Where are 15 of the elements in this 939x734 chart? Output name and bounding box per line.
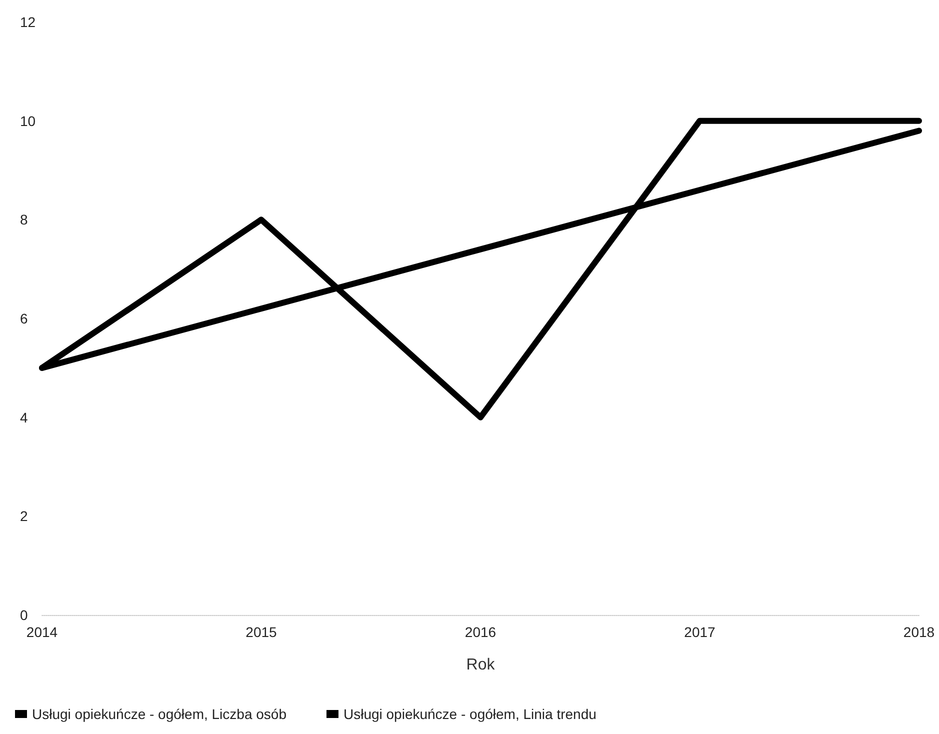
x-tick-label: 2014	[26, 624, 58, 640]
x-tick-label: 2015	[246, 624, 278, 640]
y-tick-label: 6	[20, 310, 28, 326]
x-tick-label: 2018	[903, 624, 935, 640]
y-tick-label: 2	[20, 508, 28, 524]
y-tick-label: 10	[20, 112, 36, 129]
x-tick-label: 2016	[464, 624, 496, 640]
x-tick-label: 2017	[684, 624, 716, 640]
x-axis-title: Rok	[466, 656, 496, 674]
y-tick-label: 8	[20, 212, 28, 228]
y-tick-label: 12	[20, 14, 36, 30]
y-tick-label: 4	[20, 409, 28, 426]
legend-label: Usługi opiekuńcze - ogółem, Liczba osób	[32, 706, 287, 722]
legend-label: Usługi opiekuńcze - ogółem, Linia trendu	[343, 706, 596, 722]
y-tick-label: 0	[20, 607, 28, 623]
